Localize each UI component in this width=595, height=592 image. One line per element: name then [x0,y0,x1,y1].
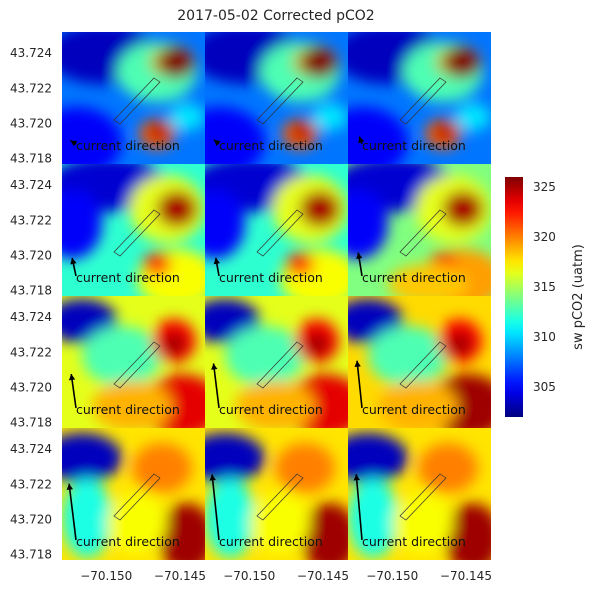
current-arrowhead [66,483,73,491]
colorbar-tick-label: 320 [533,230,556,244]
footprint-outline [113,341,161,389]
y-tick-label: 43.720 [10,513,52,527]
y-tick-label: 43.724 [10,442,52,456]
current-arrow [212,363,220,409]
y-tick-label: 43.722 [10,477,52,491]
heatmap-panel: current direction [205,32,348,164]
y-tick-label: 43.722 [10,81,52,95]
heatmap-panel: current direction [205,296,348,428]
y-tick-label: 43.718 [10,284,52,298]
current-direction-label: current direction [219,402,323,417]
current-arrowhead [70,257,77,265]
footprint-outline [256,473,304,521]
x-tick-label: −70.150 [366,569,418,583]
current-arrowhead [356,252,363,259]
footprint-outline [113,473,161,521]
current-direction-label: current direction [76,270,180,285]
footprint-outline [113,77,161,125]
current-direction-label: current direction [362,270,466,285]
x-tick-label: −70.150 [80,569,132,583]
footprint-outline [399,209,447,257]
current-direction-label: current direction [219,534,323,549]
current-direction-label: current direction [362,402,466,417]
heatmap-panel: current direction [348,428,491,560]
x-tick-label: −70.145 [154,569,206,583]
footprint-outline [399,341,447,389]
y-tick-label: 43.720 [10,249,52,263]
y-tick-label: 43.720 [10,117,52,131]
current-arrowhead [213,139,221,147]
heatmap-panel: current direction [348,164,491,296]
y-tick-label: 43.720 [10,381,52,395]
current-arrowhead [70,140,78,147]
y-tick-label: 43.722 [10,345,52,359]
current-direction-label: current direction [76,534,180,549]
x-tick-label: −70.145 [440,569,492,583]
current-direction-label: current direction [362,138,466,153]
current-arrowhead [68,374,76,381]
colorbar-label: sw pCO2 (uatm) [571,244,586,350]
y-tick-label: 43.724 [10,178,52,192]
chart-title: 2017-05-02 Corrected pCO2 [177,8,374,24]
colorbar-tick-label: 310 [533,330,556,344]
heatmap-panel: current direction [348,32,491,164]
x-tick-label: −70.145 [297,569,349,583]
current-arrow [211,474,220,541]
y-tick-label: 43.718 [10,152,52,166]
current-arrowhead [353,474,360,481]
heatmap-panel: current direction [62,164,205,296]
heatmap-panel: current direction [62,296,205,428]
current-direction-label: current direction [219,138,323,153]
y-axis-ticks: 43.724 43.722 43.720 43.718 43.724 43.722 43.7… [10,46,52,562]
footprint-outline [256,341,304,389]
heatmap-panel: current direction [205,428,348,560]
footprint-outline [399,473,447,521]
current-arrowhead [358,136,365,144]
colorbar-gradient [505,177,523,417]
footprint-outline [113,209,161,257]
colorbar-tick-label: 315 [533,280,556,294]
current-direction-label: current direction [76,402,180,417]
current-direction-label: current direction [76,138,180,153]
heatmap-panel: current direction [62,32,205,164]
current-arrowhead [211,363,218,370]
heatmap-panel: current direction [205,164,348,296]
current-arrow [356,360,363,409]
y-tick-label: 43.718 [10,416,52,430]
current-arrowhead [209,474,216,481]
current-arrow [355,474,363,541]
x-axis-ticks: −70.150 −70.145 −70.150 −70.145 −70.150 −70.1… [80,569,492,583]
footprint-outline [256,209,304,257]
current-direction-label: current direction [362,534,466,549]
current-arrowhead [354,360,361,368]
colorbar: 325 320 315 310 305 sw pCO2 (uatm) [505,177,586,417]
current-arrowhead [213,257,220,265]
heatmap-panel: current direction [62,428,205,560]
heatmap-panel: current direction [348,296,491,428]
panel-grid: current direction current direction curren… [62,32,491,560]
colorbar-tick-label: 325 [533,180,556,194]
current-arrow [68,483,77,541]
colorbar-tick-label: 305 [533,380,556,394]
current-direction-label: current direction [219,270,323,285]
x-tick-label: −70.150 [223,569,275,583]
y-tick-label: 43.724 [10,310,52,324]
footprint-outline [256,77,304,125]
y-tick-label: 43.724 [10,46,52,60]
y-tick-label: 43.718 [10,548,52,562]
footprint-outline [399,77,447,125]
y-tick-label: 43.722 [10,213,52,227]
